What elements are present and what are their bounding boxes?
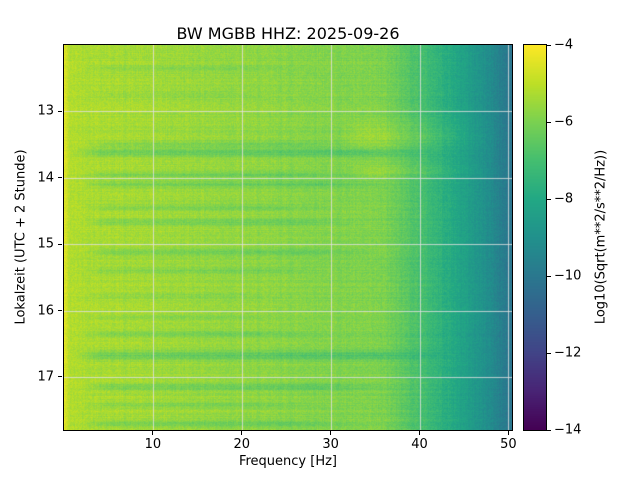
x-axis-label: Frequency [Hz] <box>238 454 338 469</box>
chart-title: BW MGBB HHZ: 2025-09-26 <box>176 24 400 43</box>
x-tick-mark <box>419 431 421 435</box>
x-tick-label: 50 <box>500 437 517 452</box>
colorbar-tick-mark <box>547 121 551 123</box>
colorbar-tick-label: −14 <box>554 422 582 438</box>
y-tick-label: 17 <box>37 369 54 385</box>
x-tick-mark <box>330 431 332 435</box>
plot-area <box>63 44 513 431</box>
x-tick-label: 40 <box>411 437 428 452</box>
x-tick-label: 20 <box>233 437 251 452</box>
y-tick-label: 16 <box>37 303 54 319</box>
colorbar-tick-mark <box>547 352 551 354</box>
colorbar-tick-label: −4 <box>554 37 574 53</box>
colorbar-tick-mark <box>547 275 551 277</box>
y-tick-mark <box>58 110 62 112</box>
colorbar-canvas <box>524 45 546 430</box>
x-tick-label: 10 <box>144 437 162 452</box>
y-tick-mark <box>58 376 62 378</box>
colorbar-tick-label: −12 <box>554 345 582 361</box>
x-tick-label: 30 <box>322 437 339 452</box>
y-tick-mark <box>58 310 62 312</box>
y-axis-label: Lokalzeit (UTC + 2 Stunde) <box>13 149 29 325</box>
y-tick-mark <box>58 243 62 245</box>
y-tick-label: 13 <box>37 103 54 119</box>
colorbar-tick-mark <box>547 429 551 431</box>
colorbar-tick-mark <box>547 44 551 46</box>
colorbar <box>523 44 547 431</box>
y-tick-label: 15 <box>37 236 54 252</box>
spectrogram-canvas <box>64 45 512 430</box>
x-tick-mark <box>241 431 243 435</box>
colorbar-tick-mark <box>547 198 551 200</box>
colorbar-tick-label: −6 <box>554 114 574 130</box>
colorbar-label: Log10(Sqrt(m**2/s**2/Hz)) <box>593 149 609 325</box>
y-tick-mark <box>58 177 62 179</box>
colorbar-tick-label: −10 <box>554 268 582 284</box>
colorbar-tick-label: −8 <box>554 191 574 207</box>
x-tick-mark <box>507 431 509 435</box>
x-tick-mark <box>152 431 154 435</box>
y-tick-label: 14 <box>37 170 54 186</box>
